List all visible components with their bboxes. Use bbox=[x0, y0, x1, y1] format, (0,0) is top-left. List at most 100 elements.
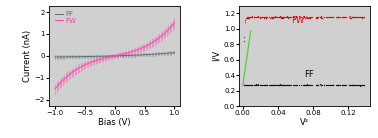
X-axis label: Bias (V): Bias (V) bbox=[98, 118, 131, 127]
Point bbox=[268, 84, 274, 86]
Point bbox=[304, 16, 310, 18]
Point bbox=[349, 16, 355, 18]
Point bbox=[301, 84, 307, 86]
Point bbox=[257, 16, 263, 18]
Point bbox=[318, 84, 324, 86]
Point bbox=[285, 83, 291, 86]
FW bbox=[125, 52, 130, 54]
Point bbox=[340, 16, 346, 18]
Point bbox=[342, 84, 349, 86]
Text: FF: FF bbox=[304, 70, 314, 79]
Point bbox=[305, 16, 311, 19]
Point bbox=[273, 84, 279, 86]
Point bbox=[318, 84, 324, 86]
Point bbox=[282, 16, 288, 18]
Point bbox=[358, 16, 364, 18]
Point bbox=[285, 16, 291, 18]
Point bbox=[313, 84, 319, 86]
Point bbox=[268, 16, 274, 18]
Point bbox=[259, 84, 265, 86]
Point bbox=[335, 84, 341, 86]
Point bbox=[339, 16, 345, 18]
Legend: FF, FW: FF, FW bbox=[53, 9, 78, 26]
Point bbox=[240, 84, 246, 87]
Point bbox=[248, 84, 254, 86]
Point bbox=[262, 84, 268, 86]
Point bbox=[315, 84, 321, 86]
Point bbox=[282, 84, 288, 86]
Point bbox=[248, 16, 254, 18]
Point bbox=[342, 16, 349, 18]
Point bbox=[283, 16, 289, 18]
Point bbox=[293, 84, 299, 86]
Point bbox=[333, 16, 339, 18]
Point bbox=[284, 15, 290, 17]
Point bbox=[244, 84, 250, 86]
Point bbox=[279, 84, 285, 86]
Point bbox=[280, 84, 287, 87]
Point bbox=[268, 16, 274, 18]
Point bbox=[339, 16, 345, 18]
Point bbox=[286, 16, 292, 18]
Point bbox=[339, 16, 345, 18]
Point bbox=[267, 83, 273, 86]
Point bbox=[330, 84, 336, 86]
Point bbox=[349, 84, 355, 86]
Point bbox=[339, 16, 345, 18]
Point bbox=[307, 84, 313, 86]
Point bbox=[286, 84, 292, 86]
Point bbox=[253, 16, 259, 18]
Point bbox=[264, 84, 270, 86]
FW bbox=[130, 51, 134, 52]
Point bbox=[254, 84, 260, 86]
Point bbox=[291, 84, 297, 86]
Point bbox=[318, 84, 324, 86]
Point bbox=[261, 17, 267, 19]
Point bbox=[264, 16, 270, 19]
Point bbox=[315, 16, 321, 18]
Point bbox=[307, 15, 313, 18]
Point bbox=[278, 17, 284, 19]
Point bbox=[359, 16, 366, 18]
Point bbox=[328, 84, 334, 86]
Point bbox=[307, 84, 313, 86]
Point bbox=[357, 84, 363, 87]
Line: FF: FF bbox=[55, 53, 174, 57]
Point bbox=[321, 16, 327, 18]
Point bbox=[306, 84, 312, 86]
Point bbox=[352, 16, 358, 18]
Point bbox=[359, 17, 365, 19]
Point bbox=[325, 83, 331, 86]
Point bbox=[259, 16, 265, 18]
Point bbox=[352, 84, 358, 86]
Point bbox=[254, 84, 260, 86]
FF bbox=[125, 55, 130, 56]
Point bbox=[283, 84, 289, 86]
Point bbox=[324, 84, 330, 86]
Point bbox=[356, 16, 362, 18]
Point bbox=[341, 16, 347, 18]
Point bbox=[276, 16, 282, 18]
Point bbox=[278, 84, 284, 86]
Point bbox=[352, 84, 358, 86]
Point bbox=[272, 14, 278, 17]
Y-axis label: Current (nA): Current (nA) bbox=[23, 30, 32, 82]
Point bbox=[280, 16, 286, 18]
Point bbox=[285, 84, 291, 86]
Point bbox=[308, 84, 314, 86]
Point bbox=[262, 16, 268, 18]
Point bbox=[301, 84, 307, 86]
FW bbox=[53, 88, 57, 90]
Point bbox=[317, 83, 323, 85]
Point bbox=[293, 84, 299, 86]
Point bbox=[336, 84, 342, 86]
Point bbox=[293, 17, 299, 19]
Point bbox=[353, 84, 359, 86]
Point bbox=[348, 17, 354, 19]
Point bbox=[330, 16, 336, 18]
Point bbox=[303, 16, 309, 18]
Point bbox=[314, 84, 321, 86]
Point bbox=[334, 84, 340, 86]
Point bbox=[268, 84, 274, 86]
Point bbox=[291, 16, 297, 18]
